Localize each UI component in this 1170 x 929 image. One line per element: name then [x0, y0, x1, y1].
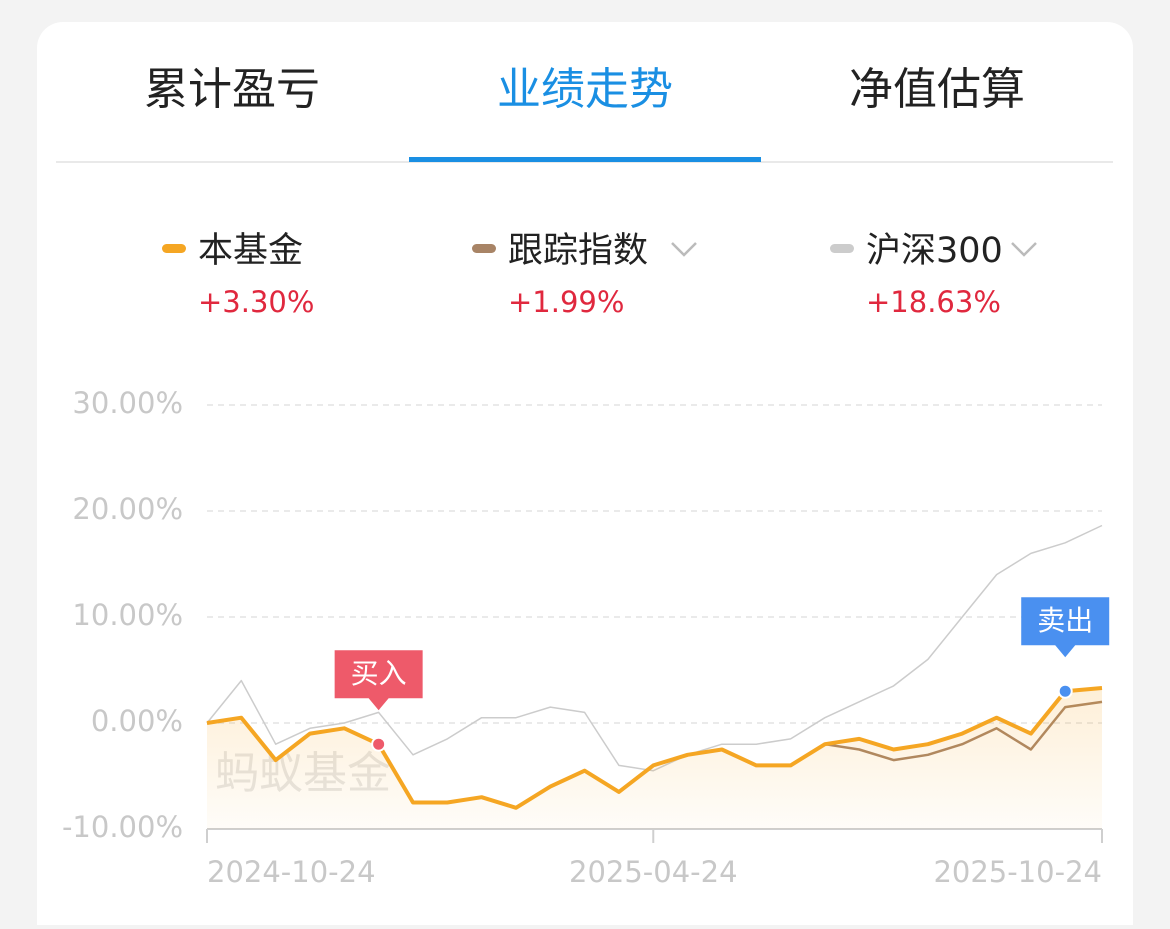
legend-return: +3.30%	[198, 285, 314, 319]
tab[interactable]: 业绩走势	[497, 64, 673, 115]
legend-label: 本基金	[198, 231, 303, 271]
annotation-label: 卖出	[1037, 604, 1093, 637]
tab[interactable]: 累计盈亏	[144, 64, 320, 115]
tab[interactable]: 净值估算	[849, 64, 1025, 115]
area	[207, 688, 1102, 829]
x-tick-label: 2024-10-24	[207, 855, 376, 889]
annotation-point	[371, 736, 387, 752]
legend-swatch	[830, 244, 854, 253]
x-tick-label: 2025-04-24	[569, 855, 738, 889]
annotation-box	[1021, 597, 1110, 658]
legend-swatch	[162, 244, 186, 253]
legend-return: +1.99%	[508, 285, 624, 319]
series-line	[206, 686, 1103, 810]
dropdown-icon[interactable]	[1011, 242, 1037, 257]
y-tick-label: 20.00%	[72, 492, 183, 526]
legend-swatch	[472, 244, 496, 253]
legend-return: +18.63%	[866, 285, 1001, 319]
legend-label: 沪深300	[866, 231, 1003, 271]
tab-underline	[409, 157, 761, 162]
y-tick-label: -10.00%	[62, 810, 183, 844]
y-tick-label: 30.00%	[72, 386, 183, 420]
legend-label: 跟踪指数	[508, 231, 648, 271]
y-tick-label: 0.00%	[91, 704, 183, 738]
x-tick-label: 2025-10-24	[933, 855, 1102, 889]
dropdown-icon[interactable]	[671, 242, 697, 257]
y-tick-label: 10.00%	[72, 598, 183, 632]
annotation-point	[1057, 683, 1073, 699]
annotation-label: 买入	[351, 657, 407, 690]
annotation-box	[334, 650, 423, 711]
